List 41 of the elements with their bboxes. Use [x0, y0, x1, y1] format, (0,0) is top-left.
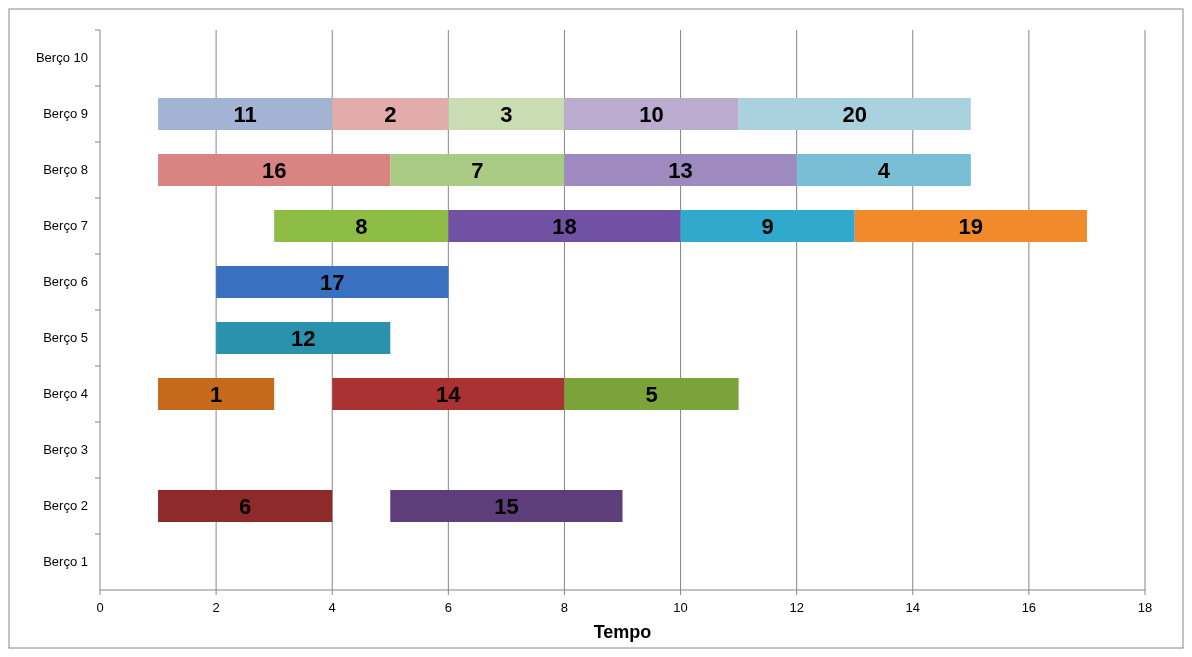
y-tick-label: Berço 9: [43, 106, 88, 121]
series-label: 6: [239, 494, 252, 519]
series-label: 12: [290, 326, 316, 351]
x-tick-label: 18: [1137, 600, 1153, 615]
series-label: 5: [645, 382, 658, 407]
series-label: 13: [668, 158, 693, 183]
y-tick-label: Berço 5: [43, 330, 88, 345]
series-label: 2: [384, 102, 397, 127]
series-label: 14: [436, 382, 462, 407]
series-label: 11: [233, 102, 257, 127]
y-tick-label: Berço 7: [43, 218, 88, 233]
x-tick-label: 0: [96, 600, 104, 615]
series-label: 1: [209, 382, 223, 407]
x-tick-label: 16: [1021, 600, 1037, 615]
series-label: 16: [261, 158, 287, 183]
x-tick-label: 14: [905, 600, 921, 615]
x-axis-title: Tempo: [593, 622, 652, 642]
series-label: 3: [500, 102, 513, 127]
y-tick-label: Berço 10: [35, 50, 88, 65]
series-label: 18: [552, 214, 577, 239]
x-tick-label: 6: [444, 600, 452, 615]
series-label: 8: [355, 214, 368, 239]
series-label: 7: [471, 158, 484, 183]
y-tick-label: Berço 8: [43, 162, 88, 177]
x-tick-label: 2: [212, 600, 220, 615]
y-tick-label: Berço 1: [43, 554, 88, 569]
series-label: 19: [958, 214, 984, 239]
y-tick-label: Berço 6: [43, 274, 88, 289]
x-tick-label: 8: [560, 600, 569, 615]
series-label: 20: [842, 102, 867, 127]
y-tick-label: Berço 4: [43, 386, 88, 401]
y-tick-label: Berço 2: [43, 498, 88, 513]
series-label: 9: [761, 214, 774, 239]
series-label: 15: [494, 494, 519, 519]
series-label: 17: [319, 270, 345, 295]
x-tick-label: 4: [328, 600, 336, 615]
series-label: 10: [639, 102, 664, 127]
y-tick-label: Berço 3: [43, 442, 88, 457]
x-tick-label: 10: [673, 600, 688, 615]
series-label: 4: [877, 158, 891, 183]
x-tick-label: 12: [789, 600, 804, 615]
